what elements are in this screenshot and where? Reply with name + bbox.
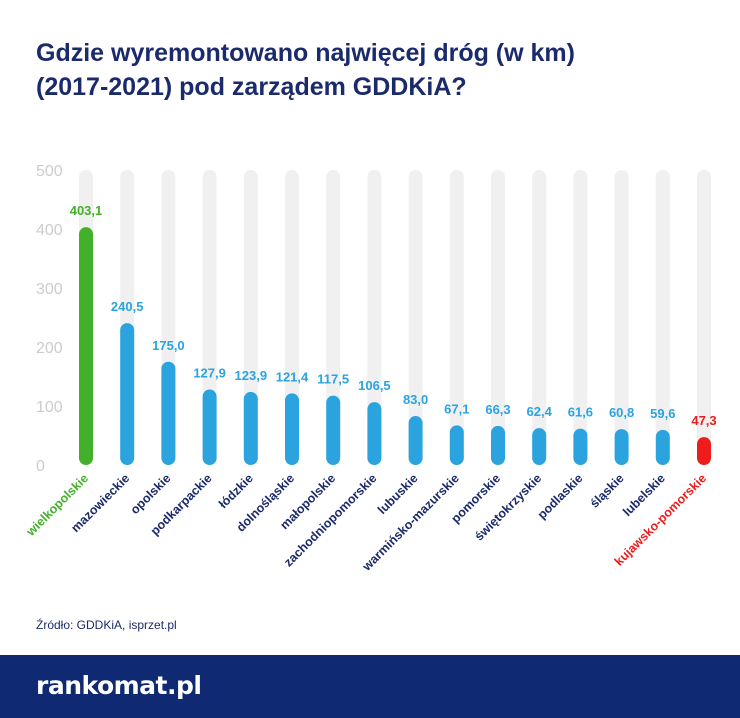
bar-track-lubelskie [655, 170, 670, 465]
value-label-wielkopolskie: 403,1 [70, 203, 103, 218]
value-label-opolskie: 175,0 [152, 338, 185, 353]
y-tick-label: 0 [36, 458, 45, 475]
y-tick-label: 300 [36, 281, 63, 298]
bar-track-kujawsko-pomorskie [697, 170, 711, 465]
bar-lodzkie [243, 391, 258, 465]
bar-opolskie [161, 361, 176, 465]
footer-bar: rankomat.pl [0, 655, 740, 718]
value-label-lubuskie: 83,0 [403, 392, 428, 407]
y-tick-label: 200 [36, 340, 63, 357]
y-tick-label: 500 [36, 163, 63, 180]
bar-lubuskie [408, 416, 423, 465]
bar-lubelskie [655, 429, 670, 465]
value-label-zachodniopomorskie: 106,5 [358, 378, 391, 393]
bar-track-slaskie [614, 170, 629, 465]
bar-dolnoslaskie [285, 393, 299, 465]
value-label-slaskie: 60,8 [609, 405, 634, 420]
bar-track-malopolskie [326, 170, 341, 465]
bar-track-warminsko-mazurskie [449, 170, 464, 465]
bar-chart: 0100200300400500403,1wielkopolskie240,5m… [23, 163, 717, 574]
value-label-pomorskie: 66,3 [485, 402, 510, 417]
chart-title-line-1: Gdzie wyremontowano najwięcej dróg (w km… [36, 39, 575, 67]
brand-logo[interactable]: rankomat.pl [36, 671, 202, 700]
value-label-mazowieckie: 240,5 [111, 299, 144, 314]
category-label-lodzkie: łódzkie [216, 471, 256, 511]
bar-zachodniopomorskie [367, 402, 382, 465]
value-label-malopolskie: 117,5 [317, 372, 349, 387]
bar-track-swietokrzyskie [532, 170, 547, 465]
bar-wielkopolskie [79, 227, 93, 465]
chart-title: Gdzie wyremontowano najwięcej dróg (w km… [36, 36, 716, 104]
bar-pomorskie [491, 425, 505, 465]
bar-kujawsko-pomorskie [697, 437, 711, 465]
bar-track-lodzkie [243, 170, 258, 465]
category-label-podlaskie: podlaskie [535, 471, 586, 522]
bar-malopolskie [326, 395, 341, 465]
category-label-slaskie: śląskie [587, 471, 626, 510]
bar-track-podlaskie [573, 170, 588, 465]
bar-track-pomorskie [491, 170, 505, 465]
value-label-dolnoslaskie: 121,4 [276, 369, 309, 384]
bar-podlaskie [573, 428, 588, 465]
value-label-lodzkie: 123,9 [235, 368, 268, 383]
value-label-warminsko-mazurskie: 67,1 [444, 401, 469, 416]
bar-warminsko-mazurskie [449, 425, 464, 465]
bar-track-zachodniopomorskie [367, 170, 382, 465]
bar-swietokrzyskie [532, 428, 547, 465]
y-tick-label: 400 [36, 222, 63, 239]
bar-mazowieckie [120, 323, 135, 465]
chart-title-line-2: (2017-2021) pod zarządem GDDKiA? [36, 73, 467, 101]
bar-track-dolnoslaskie [285, 170, 299, 465]
value-label-lubelskie: 59,6 [650, 406, 675, 421]
y-tick-label: 100 [36, 399, 63, 416]
source-note: Źródło: GDDKiA, isprzet.pl [36, 618, 177, 632]
value-label-kujawsko-pomorskie: 47,3 [691, 413, 716, 428]
value-label-podlaskie: 61,6 [568, 405, 593, 420]
bar-slaskie [614, 429, 629, 465]
value-label-podkarpackie: 127,9 [193, 366, 226, 381]
bar-track-lubuskie [408, 170, 423, 465]
bar-podkarpackie [202, 389, 217, 465]
value-label-swietokrzyskie: 62,4 [527, 404, 553, 419]
